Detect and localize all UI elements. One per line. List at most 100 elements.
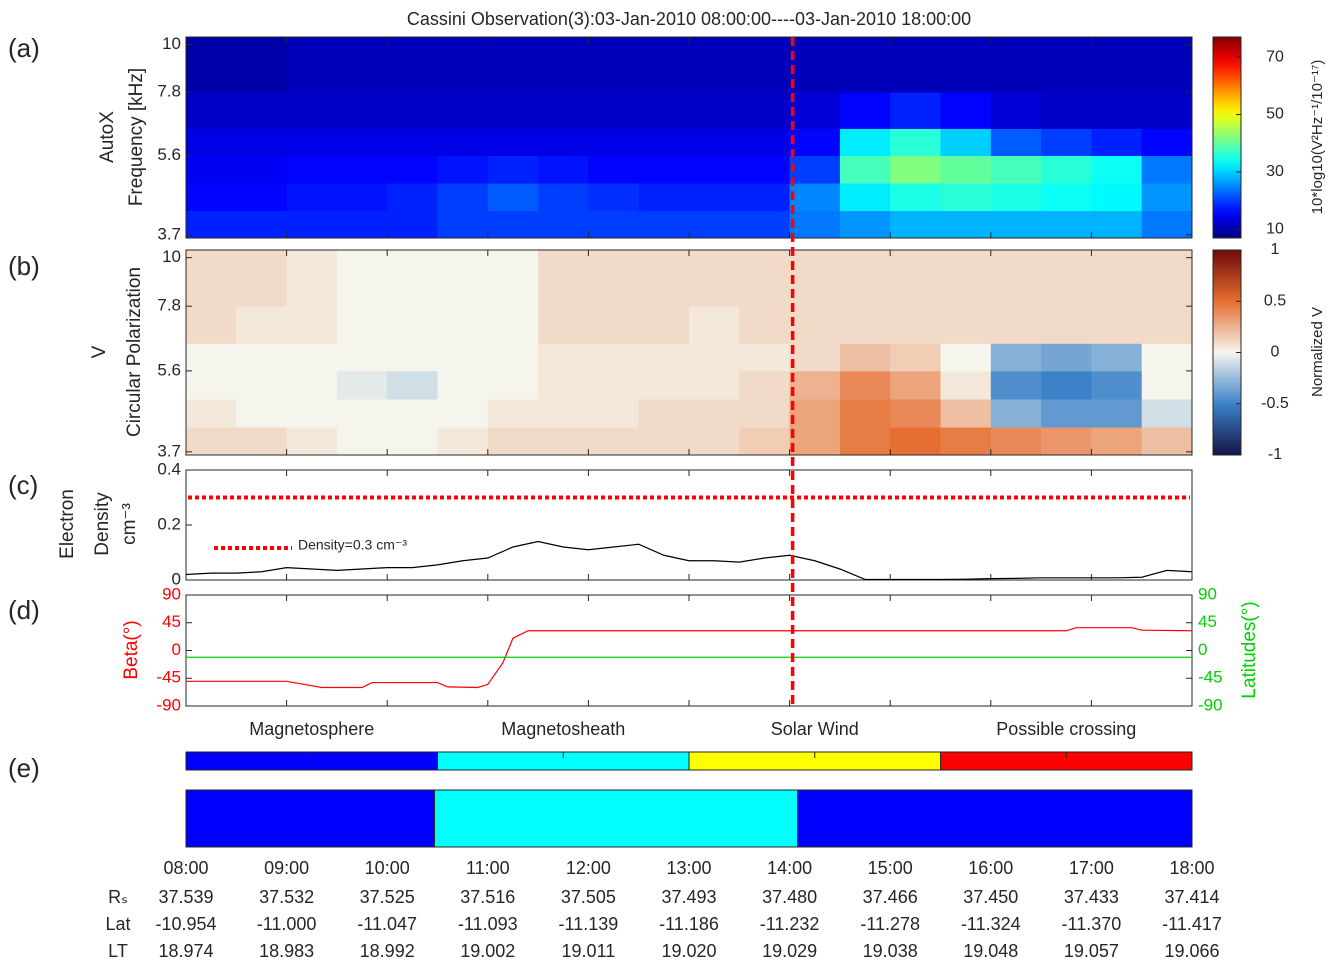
heatmap-cell [1041,250,1092,307]
table-cell: 37.493 [661,887,716,907]
table-cell: 19.002 [460,941,515,961]
heatmap-cell [538,250,589,307]
heatmap-cell [890,183,941,212]
heatmap-cell [890,343,941,372]
heatmap-cell [336,306,388,344]
heatmap-cell [638,183,690,212]
heatmap-cell [689,306,740,344]
heatmap-cell [487,250,539,307]
heatmap-cell [990,370,1042,400]
heatmap-cell [839,210,891,239]
table-cell: 19.048 [963,941,1018,961]
heatmap-cell [1141,183,1193,212]
heatmap-cell [538,128,589,157]
x-tick-label: 08:00 [163,858,208,878]
table-cell: 37.466 [863,887,918,907]
panel-letter: (e) [8,753,40,783]
table-cell: 19.011 [562,941,616,961]
heatmap-cell [839,37,891,93]
heatmap-cell [990,183,1042,212]
heatmap-cell [336,37,388,93]
heatmap-cell [739,343,791,372]
heatmap-cell [186,370,237,400]
heatmap-cell [689,155,740,184]
heatmap-cell [588,427,640,456]
heatmap-cell [839,306,891,344]
heatmap-cell [437,343,489,372]
legend-label: Density=0.3 cm⁻³ [298,537,407,553]
heatmap-cell [638,343,690,372]
x-tick-label: 13:00 [666,858,711,878]
colorbar [1212,36,1242,239]
colorbar-tick-label: 0.5 [1264,292,1286,309]
heatmap-cell [588,128,640,157]
heatmap-cell [487,210,539,239]
heatmap-cell [387,37,438,93]
heatmap-cell [739,398,791,428]
y-axis-label: Electron [57,489,78,559]
x-tick-label: 17:00 [1069,858,1114,878]
heatmap-cell [538,37,589,93]
heatmap-cell [387,343,438,372]
heatmap-cell [286,370,338,400]
heatmap-cell [336,250,388,307]
colorbar-tick-label: 30 [1266,163,1284,180]
heatmap-cell [236,155,288,184]
table-cell: 37.539 [158,887,213,907]
y-axis-label: Density [92,492,113,556]
heatmap-cell [437,37,489,93]
heatmap-cell [990,427,1042,456]
heatmap-cell [990,250,1042,307]
colorbar-tick-label: -0.5 [1261,395,1289,412]
heatmap-cell [638,250,690,307]
heatmap-cell [286,210,338,239]
heatmap-cell [236,427,288,456]
heatmap-cell [890,210,941,239]
heatmap-cell [236,306,288,344]
heatmap-cell [739,92,791,129]
heatmap-cell [689,427,740,456]
y-tick-label: 90 [162,584,181,603]
y-axis-label: cm⁻³ [119,503,140,545]
y2-tick-label: 90 [1198,584,1217,603]
heatmap-cell [890,306,941,344]
heatmap-cell [890,370,941,400]
heatmap-cell [739,250,791,307]
heatmap-cell [638,155,690,184]
data-line [186,627,1193,689]
plot-frame [185,469,1193,581]
y-tick-label: 5.6 [157,145,181,164]
heatmap-cell [940,210,992,239]
heatmap-cell [538,427,589,456]
heatmap-cell [839,343,891,372]
heatmap-cell [789,398,841,428]
heatmap-cell [839,155,891,184]
heatmap-cell [588,37,640,93]
heatmap-cell [1141,128,1193,157]
heatmap-cell [1091,37,1143,93]
heatmap-cell [1141,92,1193,129]
table-cell: 18.992 [360,941,415,961]
y-tick-label: 5.6 [157,360,181,379]
heatmap-cell [286,306,338,344]
heatmap-cell [286,128,338,157]
heatmap-cell [1091,183,1143,212]
table-row-label: LT [108,941,128,961]
heatmap-cell [186,398,237,428]
heatmap-cell [739,128,791,157]
heatmap-cell [286,92,338,129]
heatmap-cell [336,427,388,456]
x-tick-label: 09:00 [264,858,309,878]
region-band [433,789,799,848]
table-cell: 19.020 [661,941,716,961]
heatmap-cell [538,398,589,428]
heatmap-cell [186,343,237,372]
x-tick-label: 18:00 [1169,858,1214,878]
table-cell: 37.450 [963,887,1018,907]
region-label: Possible crossing [996,719,1136,739]
heatmap-cell [689,92,740,129]
heatmap-cell [839,370,891,400]
heatmap-cell [839,427,891,456]
heatmap-cell [538,210,589,239]
heatmap-cell [487,343,539,372]
